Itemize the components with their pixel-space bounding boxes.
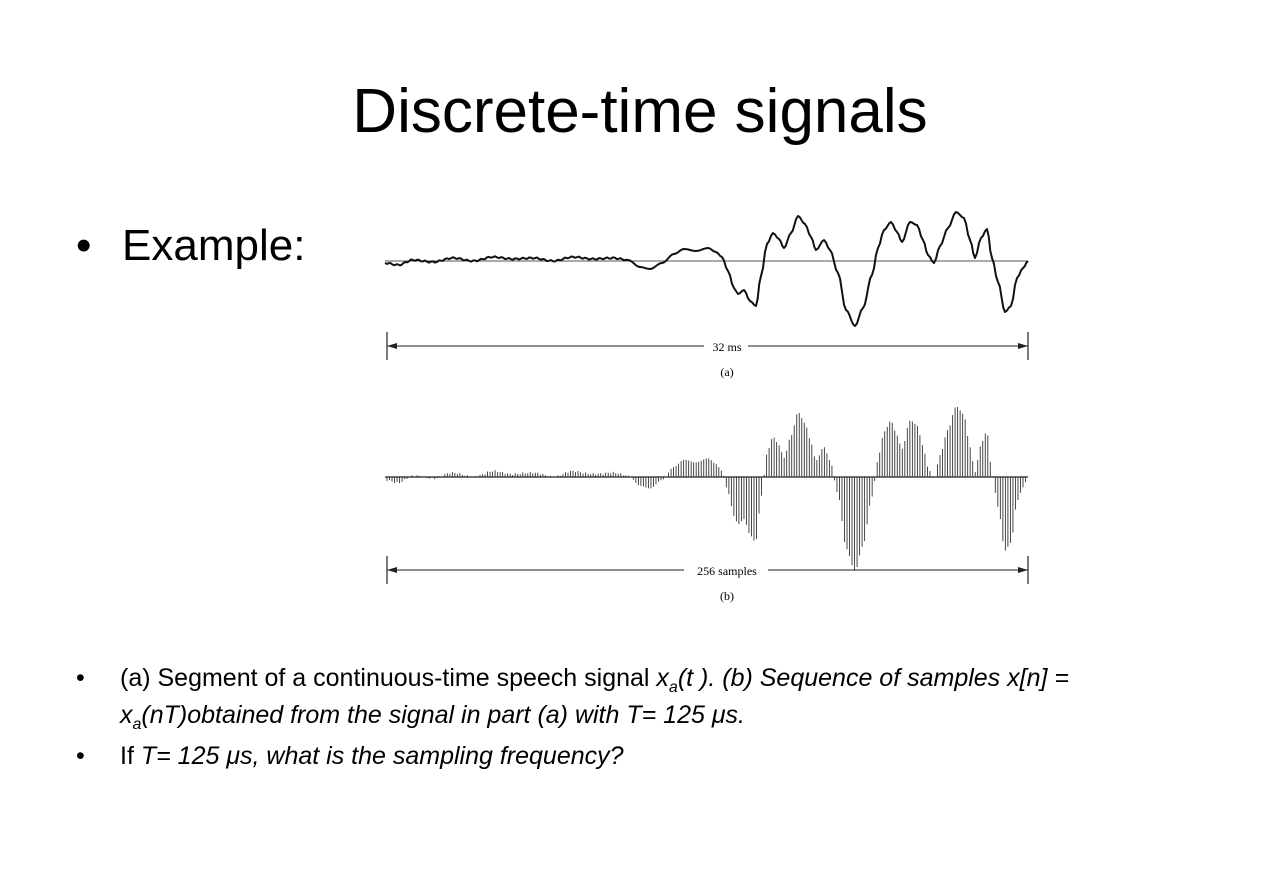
note-subscript: a [668,679,678,696]
note-text: (a) Segment of a continuous-time speech … [120,664,657,692]
bullet: • [76,742,85,770]
note-math: (nT)obtained from the signal in part (a)… [141,701,745,729]
note-math: (t ). (b) Sequence of samples x[n] = [677,664,1069,692]
note-math: x [120,701,133,729]
span-label-a: 32 ms [712,340,741,354]
arrowhead-right-b [1018,567,1028,573]
example-label: Example: [122,221,306,270]
note-item: • (a) Segment of a continuous-time speec… [76,660,1196,734]
sample-stems [386,406,1026,571]
notes-list: • (a) Segment of a continuous-time speec… [76,660,1196,775]
continuous-waveform [384,211,1029,327]
figure-svg: 32 ms (a) 256 samples (b) [384,211,1029,603]
arrowhead-left-a [387,343,397,349]
note-subscript: a [132,716,142,733]
speech-signal-figure: 32 ms (a) 256 samples (b) [378,200,1038,610]
caption-b: (b) [720,589,734,603]
example-bullet-row: • Example: [76,218,305,274]
span-label-b: 256 samples [697,564,757,578]
note-item: • If T= 125 μs, what is the sampling fre… [76,738,1196,775]
note-math: x [656,664,669,692]
arrowhead-left-b [387,567,397,573]
note-text: If [120,742,141,770]
arrowhead-right-a [1018,343,1028,349]
note-math: T= 125 μs, what is the sampling frequenc… [140,742,624,770]
page-title: Discrete-time signals [352,77,928,146]
bullet: • [76,221,92,270]
caption-a: (a) [720,365,733,379]
bullet: • [76,664,85,692]
